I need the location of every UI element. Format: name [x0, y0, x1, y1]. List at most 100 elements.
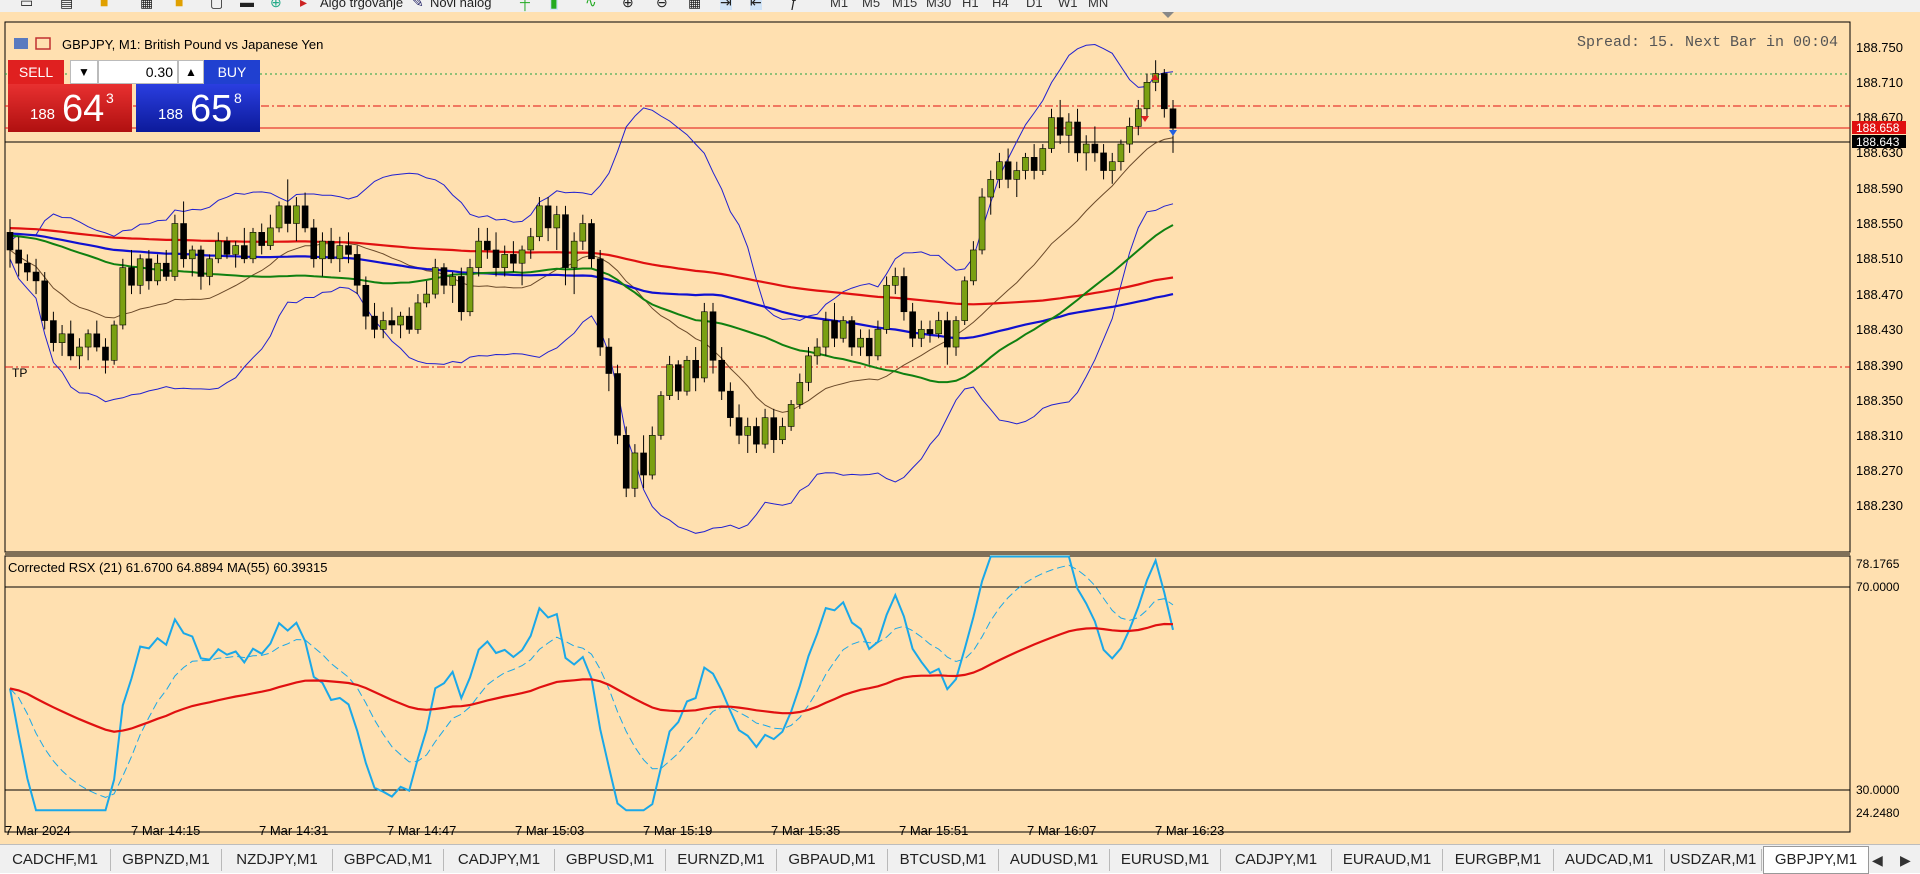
bid-price-marker	[1852, 121, 1906, 134]
strategy-tester-icon[interactable]: ⊕	[270, 0, 282, 10]
candle	[536, 205, 543, 238]
chart-window-icon[interactable]	[35, 37, 51, 50]
candle	[1074, 121, 1081, 154]
navigator-icon[interactable]: ■	[175, 0, 184, 10]
timeframe-h4[interactable]: H4	[992, 0, 1009, 10]
volume-up-button[interactable]: ▲	[178, 60, 204, 84]
candle	[674, 364, 682, 392]
timeframe-m5[interactable]: M5	[862, 0, 881, 10]
symbol-tab[interactable]: GBPUSD,M1	[555, 849, 666, 871]
candle	[744, 426, 752, 436]
time-label: 7 Mar 16:23	[1155, 823, 1224, 838]
volume-down-button[interactable]: ▼	[70, 60, 98, 84]
chart-shift-icon[interactable]: ⇤	[750, 0, 762, 10]
candle	[570, 240, 578, 268]
candle	[119, 267, 127, 326]
candle	[1134, 108, 1142, 127]
sell-button[interactable]: SELL	[8, 60, 64, 84]
zoom-out-icon[interactable]: ⊖	[656, 0, 668, 10]
timeframe-m15[interactable]: M15	[892, 0, 918, 10]
candle	[692, 359, 699, 379]
chart-menu-icon[interactable]	[14, 38, 28, 49]
symbol-tab[interactable]: EURUSD,M1	[1110, 849, 1221, 871]
symbol-tab[interactable]: NZDJPY,M1	[222, 849, 333, 871]
symbol-tab[interactable]: GBPNZD,M1	[111, 849, 222, 871]
sell-price-big: 64	[62, 88, 105, 130]
time-label: 7 Mar 15:35	[771, 823, 840, 838]
symbol-tab[interactable]: EURNZD,M1	[666, 849, 777, 871]
line-chart-icon[interactable]: ∿	[585, 0, 597, 10]
indicator-axis-label: 70.0000	[1856, 580, 1900, 594]
tp-label: TP	[12, 366, 27, 380]
market-watch-icon[interactable]: ▦	[140, 0, 154, 10]
symbol-tabs-bar: CADCHF,M1 GBPNZD,M1 NZDJPY,M1 GBPCAD,M1 …	[0, 844, 1920, 874]
indicators-icon[interactable]: ƒ	[790, 0, 798, 10]
price-chart-svg[interactable]: GBPJPY, M1: British Pound vs Japanese Ye…	[0, 12, 1920, 844]
candle	[1082, 143, 1090, 154]
symbol-tab-active[interactable]: GBPJPY,M1	[1763, 846, 1869, 874]
candle	[909, 311, 916, 339]
symbol-tab[interactable]: AUDUSD,M1	[999, 849, 1110, 871]
symbol-tab[interactable]: GBPAUD,M1	[777, 849, 888, 871]
candle	[345, 245, 352, 255]
candle	[831, 320, 838, 339]
symbol-tab[interactable]: BTCUSD,M1	[888, 849, 999, 871]
timeframe-m1[interactable]: M1	[830, 0, 849, 10]
terminal-icon[interactable]: ▬	[240, 0, 254, 10]
candlesticks-icon[interactable]: ▮	[550, 0, 558, 10]
candle	[857, 337, 864, 348]
candle	[666, 364, 673, 396]
timeframe-mn[interactable]: MN	[1088, 0, 1109, 10]
data-window-icon[interactable]: ▢	[210, 0, 224, 10]
tabs-scroll-left-icon[interactable]: ◀	[1872, 852, 1883, 868]
timeframe-h1[interactable]: H1	[962, 0, 979, 10]
timeframe-m30[interactable]: M30	[926, 0, 952, 10]
candle	[544, 205, 552, 229]
tile-windows-icon[interactable]: ▦	[688, 0, 702, 10]
price-label: 188.630	[1856, 145, 1903, 160]
symbol-tab[interactable]: EURGBP,M1	[1443, 849, 1554, 871]
symbol-tab[interactable]: AUDCAD,M1	[1554, 849, 1665, 871]
chart-shift-marker[interactable]	[1162, 12, 1174, 18]
chart-bars-icon[interactable]: ┼	[520, 0, 530, 10]
candle	[293, 205, 300, 224]
symbol-tab[interactable]: USDZAR,M1	[1665, 849, 1762, 871]
autoscroll-icon[interactable]: ⇥	[720, 0, 732, 10]
folder-icon[interactable]: ■	[100, 0, 109, 10]
candle	[718, 359, 725, 392]
buy-button[interactable]: BUY	[204, 60, 260, 84]
candle	[93, 333, 101, 348]
algo-trading-button[interactable]: Algo trgovanje	[320, 0, 404, 10]
candle	[188, 249, 196, 260]
candle	[614, 373, 621, 436]
new-order-icon[interactable]: ✎	[412, 0, 424, 10]
candle	[475, 240, 482, 268]
timeframe-w1[interactable]: W1	[1058, 0, 1078, 10]
time-label: 7 Mar 2024	[5, 823, 71, 838]
candle	[301, 205, 309, 229]
zoom-in-icon[interactable]: ⊕	[622, 0, 634, 10]
symbol-tab[interactable]: CADCHF,M1	[0, 849, 111, 871]
tabs-scroll-right-icon[interactable]: ▶	[1900, 852, 1911, 868]
profiles-icon[interactable]: ▤	[60, 0, 74, 10]
price-label: 188.230	[1856, 498, 1903, 513]
price-label: 188.310	[1856, 428, 1903, 443]
algo-trading-icon[interactable]: ▸	[300, 0, 308, 10]
buy-price-button[interactable]: 188 65 8	[136, 84, 260, 132]
volume-input[interactable]: 0.30	[98, 60, 178, 84]
price-label: 188.270	[1856, 463, 1903, 478]
new-order-button[interactable]: Novi nalog	[430, 0, 492, 10]
candle	[1056, 117, 1064, 136]
buy-price-sup: 8	[234, 90, 242, 106]
sell-price-button[interactable]: 188 64 3	[8, 84, 132, 132]
new-chart-icon[interactable]: ▭	[20, 0, 34, 10]
candle	[1100, 152, 1107, 171]
symbol-tab[interactable]: GBPCAD,M1	[333, 849, 444, 871]
timeframe-d1[interactable]: D1	[1026, 0, 1043, 10]
candle	[562, 214, 569, 268]
symbol-tab[interactable]: CADJPY,M1	[444, 849, 555, 871]
symbol-tab[interactable]: EURAUD,M1	[1332, 849, 1443, 871]
chart-window[interactable]: GBPJPY, M1: British Pound vs Japanese Ye…	[0, 12, 1920, 844]
candle	[996, 161, 1003, 180]
symbol-tab[interactable]: CADJPY,M1	[1221, 849, 1332, 871]
